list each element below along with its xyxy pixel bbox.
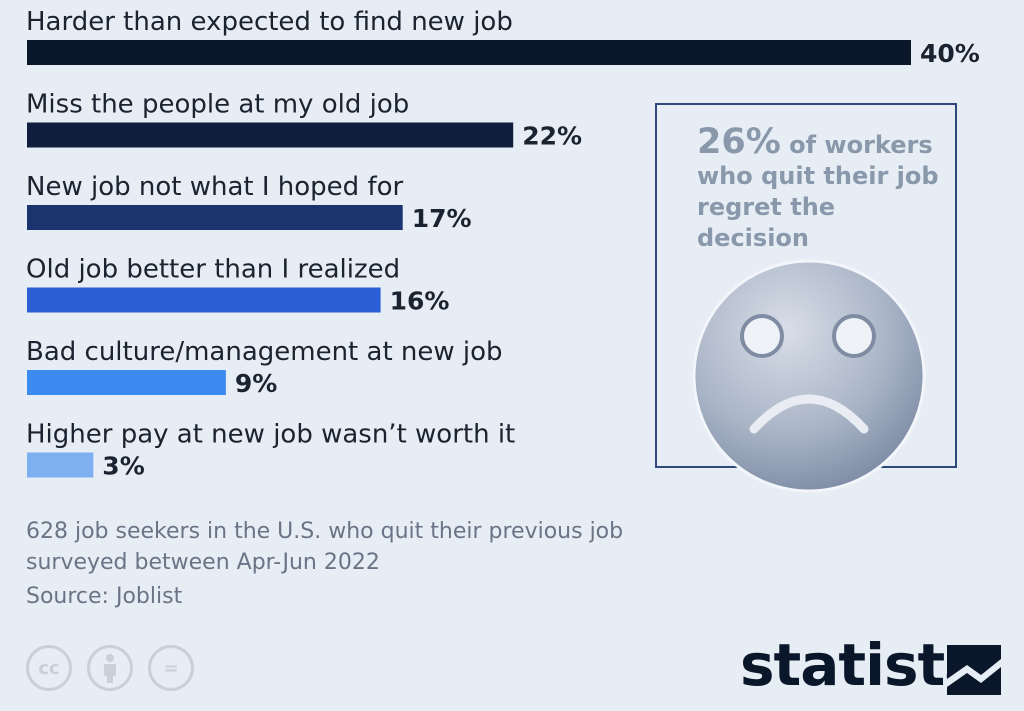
value-label: 40%	[920, 39, 980, 68]
value-label: 16%	[390, 287, 450, 316]
value-label: 22%	[522, 122, 582, 151]
callout-line-1: of workers	[780, 131, 933, 159]
category-label: Bad culture/management at new job	[26, 337, 503, 367]
statista-logo-text[interactable]: statista	[740, 631, 983, 699]
bar	[27, 122, 514, 148]
bar	[27, 452, 94, 478]
sad-face-icon	[692, 259, 926, 493]
survey-note: 628 job seekers in the U.S. who quit the…	[26, 516, 623, 578]
category-label: Old job better than I realized	[26, 255, 400, 285]
license-icons: cc =	[26, 645, 194, 691]
source-text: Source: Joblist	[26, 584, 183, 609]
note-line-2: surveyed between Apr-Jun 2022	[26, 550, 380, 575]
cc-icon[interactable]: cc	[26, 645, 72, 691]
no-derivatives-icon[interactable]: =	[148, 645, 194, 691]
bar	[27, 40, 911, 65]
value-label: 17%	[412, 204, 472, 233]
callout-box: 26% of workers who quit their job regret…	[655, 103, 957, 493]
bar	[27, 287, 381, 313]
bar	[27, 370, 226, 395]
category-label: Higher pay at new job wasn’t worth it	[26, 420, 515, 450]
category-label: New job not what I hoped for	[26, 172, 404, 202]
callout-line-3: regret the decision	[697, 193, 836, 252]
category-label: Miss the people at my old job	[26, 90, 409, 120]
callout-line-2: who quit their job	[697, 162, 939, 190]
attribution-icon[interactable]	[87, 645, 133, 691]
value-label: 3%	[102, 452, 144, 481]
bar	[27, 205, 403, 230]
statista-logo-icon[interactable]	[947, 645, 1001, 695]
category-label: Harder than expected to find new job	[26, 7, 513, 37]
callout-percent: 26%	[697, 122, 781, 162]
callout-text: 26% of workers who quit their job regret…	[697, 125, 947, 254]
value-label: 9%	[235, 369, 277, 398]
note-line-1: 628 job seekers in the U.S. who quit the…	[26, 519, 624, 544]
